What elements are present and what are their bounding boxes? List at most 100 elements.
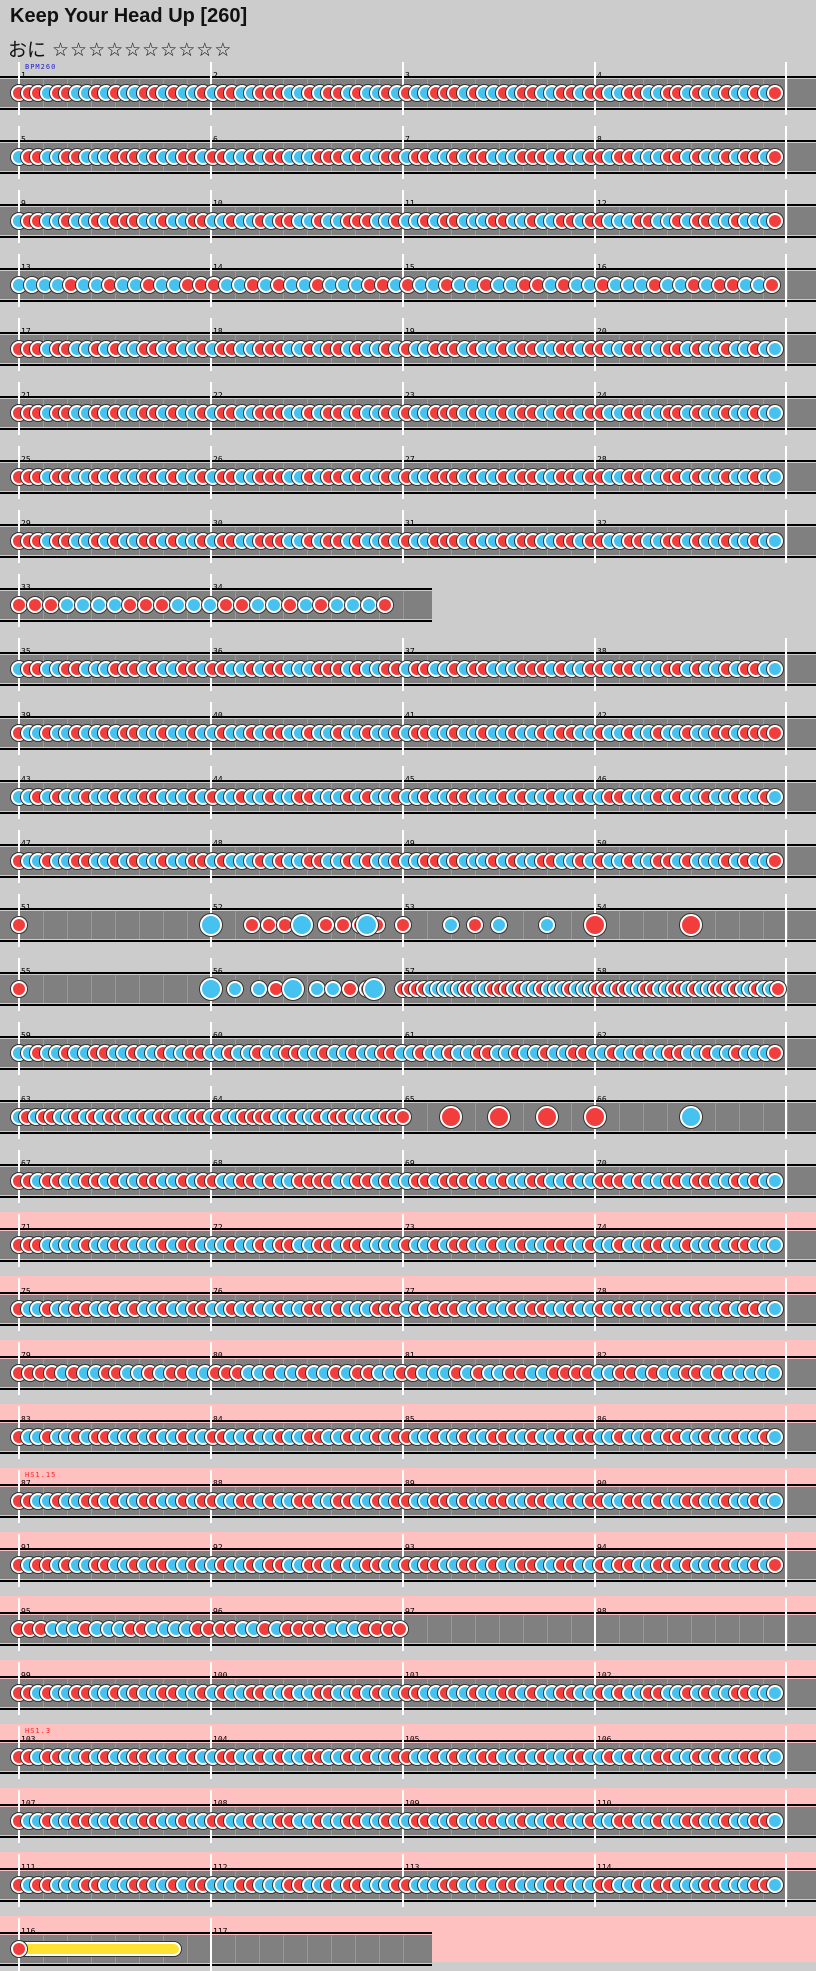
beat-line — [715, 1103, 716, 1131]
bar-number: 42 — [597, 711, 607, 720]
bar-line — [785, 702, 787, 755]
big-ka-note — [356, 914, 378, 936]
don-note — [394, 1109, 411, 1125]
bar-number: 36 — [213, 647, 223, 656]
bar-line — [210, 1918, 212, 1971]
beat-line — [787, 1679, 788, 1707]
beat-line — [475, 1103, 476, 1131]
beat-line — [451, 1615, 452, 1643]
beat-line — [307, 975, 308, 1003]
bar-number: 8 — [597, 135, 602, 144]
bar-number: 26 — [213, 455, 223, 464]
bar-number: 12 — [597, 199, 607, 208]
bar-number: 40 — [213, 711, 223, 720]
beat-line — [619, 1615, 620, 1643]
ka-note — [90, 597, 107, 613]
bar-number: 105 — [405, 1735, 420, 1744]
bar-line — [785, 894, 787, 947]
bar-number: 73 — [405, 1223, 415, 1232]
don-note — [233, 597, 250, 613]
bar-number: 87 — [21, 1479, 31, 1488]
bar-number: 47 — [21, 839, 31, 848]
beat-line — [715, 911, 716, 939]
bar-number: 50 — [597, 839, 607, 848]
bar-number: 91 — [21, 1543, 31, 1552]
beat-line — [523, 1103, 524, 1131]
bar-number: 7 — [405, 135, 410, 144]
bar-line — [785, 190, 787, 243]
beat-line — [787, 1167, 788, 1195]
bar-line — [785, 958, 787, 1011]
lane-border-bottom — [0, 1708, 816, 1710]
don-note — [11, 1941, 27, 1957]
big-ka-note — [200, 978, 222, 1000]
ka-note — [58, 597, 75, 613]
beat-line — [787, 1295, 788, 1323]
bar-number: 6 — [213, 135, 218, 144]
bar-number: 52 — [213, 903, 223, 912]
don-note — [281, 597, 298, 613]
bar-number: 24 — [597, 391, 607, 400]
bar-line — [785, 1150, 787, 1203]
beat-line — [667, 1103, 668, 1131]
difficulty-stars: ☆☆☆☆☆☆☆☆☆☆ — [52, 39, 233, 61]
bar-number: 34 — [213, 583, 223, 592]
bar-number: 46 — [597, 775, 607, 784]
bar-number: 82 — [597, 1351, 607, 1360]
beat-line — [427, 911, 428, 939]
beat-line — [787, 975, 788, 1003]
bar-number: 59 — [21, 1031, 31, 1040]
bar-line — [785, 1726, 787, 1779]
bar-number: 64 — [213, 1095, 223, 1104]
beat-line — [427, 1103, 428, 1131]
bar-line — [785, 830, 787, 883]
bar-number: 66 — [597, 1095, 607, 1104]
beat-line — [187, 911, 188, 939]
bar-number: 2 — [213, 71, 218, 80]
beat-line — [139, 975, 140, 1003]
don-note — [335, 917, 351, 933]
bar-number: 53 — [405, 903, 415, 912]
beat-line — [691, 1615, 692, 1643]
bar-number: 76 — [213, 1287, 223, 1296]
annotation: BPM260 — [25, 63, 57, 71]
bar-number: 20 — [597, 327, 607, 336]
beat-line — [331, 1935, 332, 1963]
don-note — [260, 917, 277, 933]
beat-line — [571, 1615, 572, 1643]
ka-note — [539, 917, 555, 933]
ka-note — [74, 597, 91, 613]
bar-line — [785, 1854, 787, 1907]
bar-number: 35 — [21, 647, 31, 656]
beat-line — [787, 783, 788, 811]
don-note — [11, 981, 27, 997]
ka-note — [202, 597, 218, 613]
beat-line — [787, 271, 788, 299]
bar-number: 97 — [405, 1607, 415, 1616]
bar-line — [785, 1278, 787, 1331]
lane-border-top — [0, 140, 816, 142]
bar-number: 77 — [405, 1287, 415, 1296]
lane-border-bottom — [0, 1516, 816, 1518]
lane-border-bottom — [0, 1324, 816, 1326]
beat-line — [739, 911, 740, 939]
don-note — [395, 917, 411, 933]
beat-line — [763, 911, 764, 939]
beat-line — [787, 1871, 788, 1899]
lane-border-bottom — [0, 1644, 816, 1646]
lane-border-bottom — [0, 556, 816, 558]
don-note — [391, 1621, 408, 1637]
bar-number: 92 — [213, 1543, 223, 1552]
bar-number: 75 — [21, 1287, 31, 1296]
bar-number: 17 — [21, 327, 31, 336]
don-note — [767, 85, 784, 101]
beat-line — [91, 911, 92, 939]
beat-line — [379, 1935, 380, 1963]
beat-line — [667, 1615, 668, 1643]
don-note — [243, 917, 260, 933]
beat-line — [571, 1103, 572, 1131]
bar-number: 21 — [21, 391, 31, 400]
bar-number: 79 — [21, 1351, 31, 1360]
bar-number: 13 — [21, 263, 31, 272]
bar-number: 51 — [21, 903, 31, 912]
